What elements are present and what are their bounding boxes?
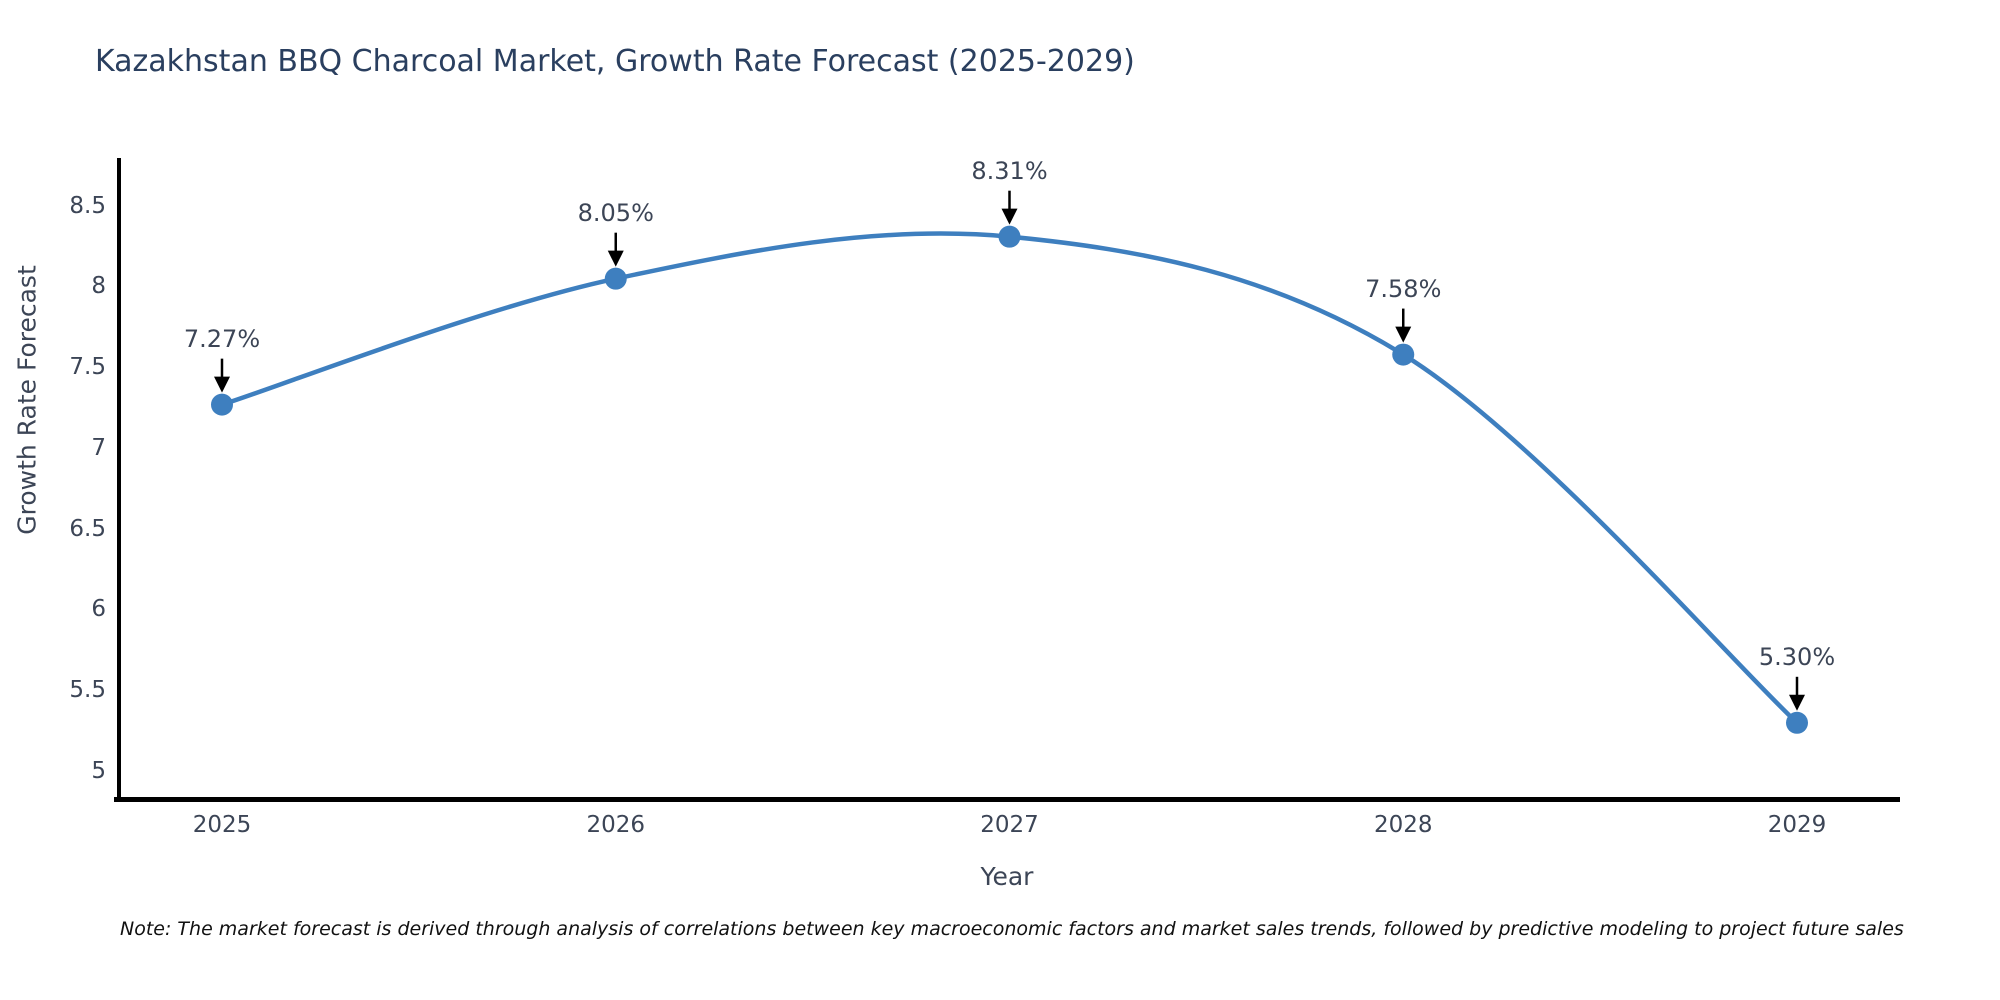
point-annotation: 5.30%	[1758, 642, 1836, 671]
annotation-arrow-down-icon	[1789, 694, 1805, 711]
data-point-marker	[1392, 343, 1415, 366]
data-point-marker	[211, 393, 233, 416]
annotation-arrow-down-icon	[1001, 208, 1018, 225]
y-tick-label: 6	[91, 596, 106, 623]
x-tick-label: 2027	[980, 812, 1039, 838]
x-axis-spine	[114, 797, 1900, 802]
y-tick-label: 8	[91, 273, 106, 300]
point-annotation: 7.27%	[183, 324, 261, 353]
point-annotation: 8.31%	[971, 156, 1048, 185]
data-point-marker	[1786, 711, 1808, 734]
data-point-marker	[604, 267, 627, 290]
y-axis-title: Growth Rate Forecast	[12, 265, 42, 535]
y-tick-label: 6.5	[69, 515, 106, 542]
y-tick-label: 8.5	[69, 192, 106, 219]
point-annotation: 8.05%	[577, 198, 654, 227]
y-tick-label: 5.5	[69, 677, 106, 703]
data-point-marker	[998, 225, 1021, 248]
x-axis-title: Year	[980, 862, 1034, 891]
y-tick-label: 5	[91, 757, 106, 784]
forecast-curve-line	[219, 231, 1800, 726]
x-tick-label: 2029	[1767, 812, 1827, 838]
y-axis-spine	[117, 158, 121, 802]
y-tick-label: 7.5	[69, 354, 106, 380]
x-tick-label: 2026	[586, 812, 646, 838]
annotation-arrow-down-icon	[1395, 326, 1412, 343]
chart-title: Kazakhstan BBQ Charcoal Market, Growth R…	[95, 44, 1135, 79]
x-tick-label: 2028	[1373, 812, 1433, 838]
annotation-arrow-down-icon	[607, 250, 624, 267]
chart-note: Note: The market forecast is derived thr…	[120, 918, 1904, 940]
annotation-arrow-down-icon	[214, 376, 230, 393]
x-tick-label: 2025	[192, 812, 252, 838]
y-tick-label: 7	[91, 434, 106, 461]
point-annotation: 7.58%	[1365, 274, 1442, 303]
